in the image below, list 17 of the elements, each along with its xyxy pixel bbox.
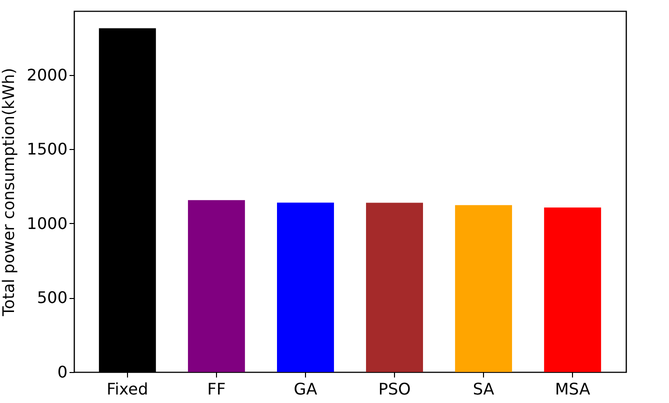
bar [544, 208, 602, 372]
x-tick-label: GA [294, 380, 318, 398]
y-axis-title: Total power consumption(kWh) [0, 68, 18, 318]
x-tick-label: FF [207, 380, 226, 398]
y-tick-label: 0 [57, 362, 68, 382]
y-tick-label: 2000 [26, 65, 68, 84]
x-tick-label: MSA [554, 380, 590, 398]
bar [366, 202, 424, 372]
x-tick-label: Fixed [106, 380, 148, 398]
x-tick-label: PSO [378, 380, 411, 398]
y-tick-label: 1000 [26, 214, 68, 233]
x-tick-label: SA [472, 380, 494, 398]
bar [455, 205, 512, 372]
bar [276, 202, 334, 372]
y-tick-label: 1500 [26, 140, 68, 159]
bar [188, 200, 245, 372]
y-tick-label: 500 [36, 288, 68, 308]
